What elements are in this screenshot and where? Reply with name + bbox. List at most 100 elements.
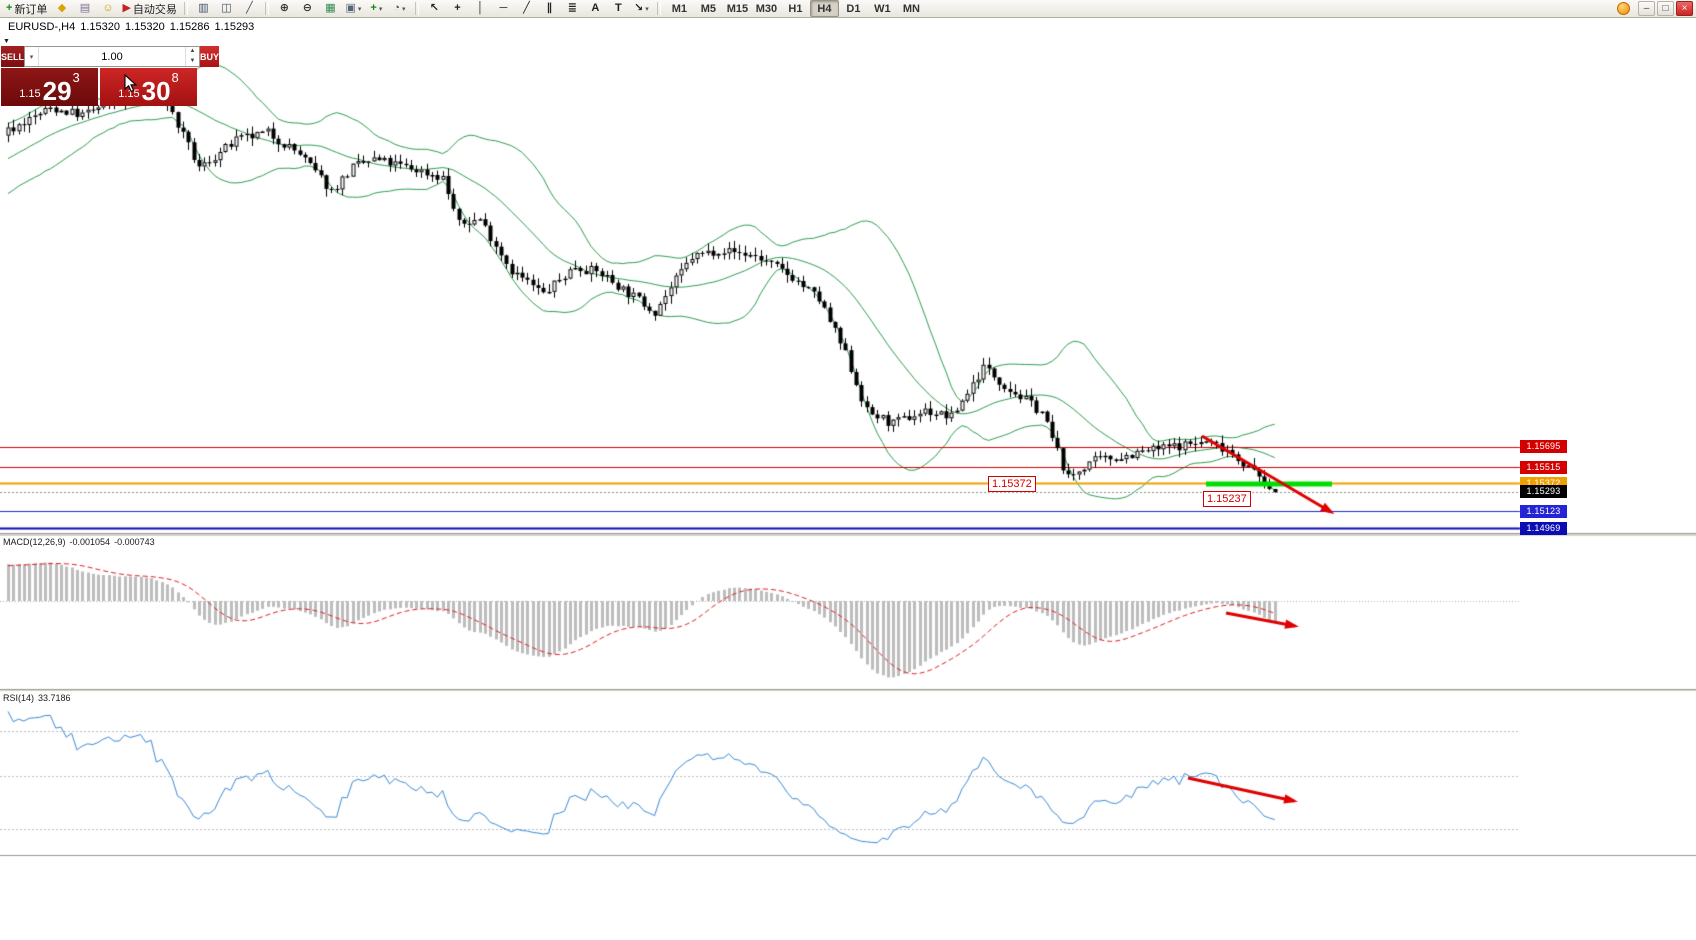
periods-button[interactable]: ◔ ▾	[388, 0, 411, 17]
tf-m15-button[interactable]: M15	[723, 0, 752, 17]
tf-m1-button-label: M1	[671, 2, 688, 15]
tile-windows-button[interactable]: ▦	[319, 0, 342, 17]
tf-w1-button[interactable]: W1	[868, 0, 897, 17]
price-callout-115237[interactable]: 1.15237	[1203, 491, 1251, 507]
price-level-badge: 1.15293	[1520, 485, 1567, 499]
macd-main-value: -0.001054	[69, 537, 111, 547]
fibonacci-button[interactable]: ≣	[561, 0, 584, 17]
zoom-in-button[interactable]: ⊕	[273, 0, 296, 17]
chart-bars-icon: ▥	[198, 2, 209, 14]
zoom-in-icon: ⊕	[279, 2, 290, 14]
volume-down-icon[interactable]: ▼	[189, 57, 196, 64]
price-level-badge: 1.15123	[1520, 504, 1567, 518]
ohlc-low: 1.15286	[169, 21, 210, 33]
buy-price-prefix: 1.15	[118, 88, 140, 100]
print-button[interactable]: ▤	[73, 0, 96, 17]
price-callout-115372[interactable]: 1.15372	[988, 476, 1036, 492]
arrows-button[interactable]: ↘ ▾	[630, 0, 653, 17]
tf-d1-button-label: D1	[846, 2, 861, 15]
chart-line-icon: ╱	[246, 2, 253, 14]
ohlc-close: 1.15293	[214, 21, 255, 33]
ohlc-open: 1.15320	[80, 21, 120, 33]
toolbar-separator	[414, 2, 419, 15]
experts-icon: ☺	[102, 2, 114, 14]
toolbar-separator	[183, 2, 188, 15]
buy-price-button[interactable]: 1.15 30 8	[100, 68, 197, 106]
experts-button[interactable]: ☺	[96, 0, 119, 17]
crosshair-button[interactable]: +	[446, 0, 469, 17]
toolbar-separator	[656, 2, 661, 15]
chevron-down-icon: ▾	[378, 5, 383, 13]
rsi-value: 33.7186	[38, 693, 71, 703]
notification-badge	[1617, 2, 1630, 15]
label-button[interactable]: T	[607, 0, 630, 17]
indicators-button[interactable]: + ▾	[365, 0, 388, 17]
templates-icon: ▣	[345, 2, 356, 14]
chevron-down-icon: ▾	[357, 5, 362, 13]
volume-up-icon[interactable]: ▲	[189, 48, 196, 54]
horizontal-line-icon: ─	[499, 2, 508, 14]
volume-box: ▾ ▲ ▼	[24, 46, 201, 67]
new-order-button[interactable]: + 新订单	[3, 0, 50, 17]
tf-m30-button-label: M30	[755, 2, 778, 15]
vertical-line-icon: │	[476, 2, 484, 14]
cursor-button[interactable]: ↖	[423, 0, 446, 17]
tf-d1-button[interactable]: D1	[839, 0, 868, 17]
tf-m30-button[interactable]: M30	[752, 0, 781, 17]
metaeditor-button[interactable]: ◆	[50, 0, 73, 17]
sell-price-prefix: 1.15	[19, 88, 41, 100]
chart-bars-button[interactable]: ▥	[192, 0, 215, 17]
tf-w1-button-label: W1	[874, 2, 891, 15]
chart-line-button[interactable]: ╱	[238, 0, 261, 17]
autotrading-button[interactable]: ▶ 自动交易	[119, 0, 179, 17]
chevron-down-icon: ▾	[401, 5, 406, 13]
label-icon: T	[615, 2, 622, 14]
toolbar: + 新订单 ◆ ▤ ☺ ▶ 自动交易 ▥ ◫ ╱ ⊕ ⊖ ▦ ▣ ▾ + ▾ ◔ ▾ ↖ + │ ─ ╱ ∥ ≣ A T ↘ ▾ M1 M5 M…	[0, 0, 1696, 18]
tf-m15-button-label: M15	[726, 2, 749, 15]
tf-h4-button-label: H4	[817, 2, 832, 15]
crosshair-icon: +	[454, 2, 461, 14]
oct-collapse-icon[interactable]: ▼	[3, 38, 10, 45]
text-button[interactable]: A	[584, 0, 607, 17]
tf-h1-button[interactable]: H1	[781, 0, 810, 17]
zoom-out-icon: ⊖	[302, 2, 313, 14]
chart-symbol-period: EURUSD-,H4	[8, 21, 76, 33]
tf-m1-button[interactable]: M1	[665, 0, 694, 17]
trendline-button[interactable]: ╱	[515, 0, 538, 17]
channel-icon: ∥	[546, 2, 553, 14]
sell-price-pip: 3	[72, 70, 80, 85]
sell-price-button[interactable]: 1.15 29 3	[1, 68, 98, 106]
tf-mn-button[interactable]: MN	[897, 0, 926, 17]
volume-input[interactable]	[39, 47, 186, 66]
chevron-down-icon: ▾	[645, 5, 649, 13]
tf-m5-button[interactable]: M5	[694, 0, 723, 17]
toolbar-separator	[264, 2, 269, 15]
templates-button[interactable]: ▣ ▾	[342, 0, 365, 17]
new-order-icon: +	[6, 2, 13, 14]
macd-indicator-label: MACD(12,26,9) -0.001054 -0.000743	[3, 537, 159, 547]
tf-m5-button-label: M5	[700, 2, 717, 15]
restore-button[interactable]: □	[1657, 1, 1674, 16]
horizontal-line-button[interactable]: ─	[492, 0, 515, 17]
price-axis-badges: 1.15695 1.15515 1.15372 1.15293 1.15123 1.149…	[1520, 0, 1568, 940]
channel-button[interactable]: ∥	[538, 0, 561, 17]
chart-candles-button[interactable]: ◫	[215, 0, 238, 17]
minimize-button[interactable]: –	[1638, 1, 1655, 16]
macd-signal-value: -0.000743	[114, 537, 155, 547]
buy-button[interactable]: BUY	[200, 46, 220, 67]
sell-button[interactable]: SELL	[1, 46, 25, 67]
rsi-indicator-label: RSI(14) 33.7186	[3, 693, 75, 703]
autotrading-icon: ▶	[122, 2, 131, 14]
close-button[interactable]: ×	[1676, 1, 1693, 16]
one-click-trading-panel: ▼ SELL ▾ ▲ ▼ BUY 1.15 29 3 1.15 30 8	[1, 38, 220, 106]
oct-order-row: SELL ▾ ▲ ▼ BUY	[1, 46, 220, 67]
metaeditor-icon: ◆	[57, 2, 67, 14]
trendline-icon: ╱	[523, 2, 530, 14]
vertical-line-button[interactable]: │	[469, 0, 492, 17]
new-order-button-label: 新订单	[14, 3, 48, 16]
cursor-icon: ↖	[429, 2, 440, 14]
volume-dropdown-icon[interactable]: ▾	[25, 47, 40, 66]
tf-h4-button[interactable]: H4	[809, 0, 839, 17]
zoom-out-button[interactable]: ⊖	[296, 0, 319, 17]
